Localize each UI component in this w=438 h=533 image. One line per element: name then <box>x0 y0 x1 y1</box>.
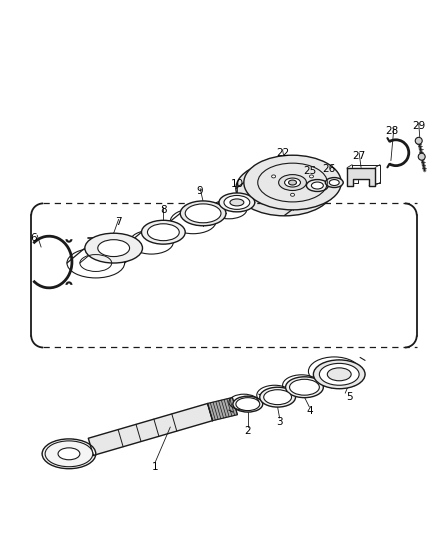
Polygon shape <box>208 398 237 421</box>
Text: 4: 4 <box>306 406 313 416</box>
Ellipse shape <box>418 153 425 160</box>
Ellipse shape <box>289 180 297 185</box>
Text: 3: 3 <box>276 417 283 427</box>
Ellipse shape <box>415 138 422 144</box>
Ellipse shape <box>42 439 96 469</box>
Ellipse shape <box>311 182 323 189</box>
Ellipse shape <box>260 387 296 407</box>
Text: 28: 28 <box>385 126 399 136</box>
Ellipse shape <box>141 220 185 244</box>
Ellipse shape <box>180 201 226 226</box>
Ellipse shape <box>236 398 260 410</box>
Ellipse shape <box>279 175 307 190</box>
Text: 26: 26 <box>323 164 336 174</box>
Text: 2: 2 <box>244 426 251 436</box>
Ellipse shape <box>244 155 341 210</box>
Ellipse shape <box>314 360 365 389</box>
Ellipse shape <box>45 441 93 467</box>
Text: 1: 1 <box>152 462 159 472</box>
Ellipse shape <box>85 233 142 263</box>
Ellipse shape <box>310 175 314 178</box>
Polygon shape <box>88 403 212 455</box>
Ellipse shape <box>327 368 351 381</box>
Ellipse shape <box>58 448 80 460</box>
Ellipse shape <box>290 193 294 196</box>
Polygon shape <box>347 168 375 185</box>
Ellipse shape <box>325 177 343 188</box>
Ellipse shape <box>219 193 255 212</box>
Ellipse shape <box>236 161 333 216</box>
Text: 8: 8 <box>160 205 167 215</box>
Text: 10: 10 <box>230 179 244 189</box>
Text: 22: 22 <box>276 148 289 158</box>
Ellipse shape <box>98 240 130 256</box>
Ellipse shape <box>185 204 221 223</box>
Text: 6: 6 <box>30 233 36 243</box>
Text: 27: 27 <box>353 151 366 161</box>
Text: 5: 5 <box>346 392 353 402</box>
Ellipse shape <box>307 180 328 191</box>
Text: 7: 7 <box>115 217 122 227</box>
Text: 29: 29 <box>412 121 425 131</box>
Ellipse shape <box>286 377 323 398</box>
Ellipse shape <box>319 364 359 385</box>
Ellipse shape <box>329 180 339 185</box>
Ellipse shape <box>233 396 263 412</box>
Ellipse shape <box>264 390 292 405</box>
Ellipse shape <box>272 175 276 178</box>
Ellipse shape <box>285 178 300 187</box>
Text: 9: 9 <box>197 187 203 197</box>
Ellipse shape <box>290 379 319 395</box>
Ellipse shape <box>230 199 244 206</box>
Text: 25: 25 <box>303 166 316 175</box>
Ellipse shape <box>148 224 179 241</box>
Ellipse shape <box>224 196 250 209</box>
